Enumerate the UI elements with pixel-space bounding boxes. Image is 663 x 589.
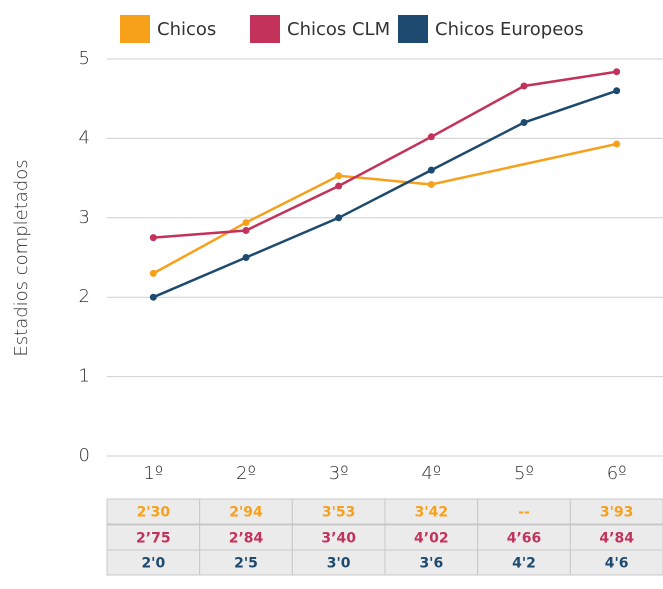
table-value: 2'0 <box>141 556 165 572</box>
table-cell <box>106 524 201 551</box>
legend-swatch <box>250 15 280 43</box>
table-value: 3'6 <box>419 556 443 572</box>
table-value: 3'42 <box>415 505 449 521</box>
table-cell <box>199 549 293 576</box>
table-cell <box>569 498 663 525</box>
table-value: 4’84 <box>599 531 634 547</box>
table-cell <box>106 498 201 525</box>
point <box>242 254 250 261</box>
y-tick-label: 5 <box>79 48 90 69</box>
x-tick-label: 2º <box>236 463 256 484</box>
x-tick-label: 1º <box>143 463 163 484</box>
table-cell <box>569 524 663 551</box>
table-value: -- <box>518 505 530 521</box>
table-value: 4'2 <box>512 556 536 572</box>
legend-swatch <box>398 15 428 43</box>
x-tick-label: 5º <box>514 463 534 484</box>
point <box>427 133 435 141</box>
point <box>149 234 157 242</box>
table-value: 2'5 <box>234 556 258 572</box>
table-cell <box>569 549 663 576</box>
point <box>335 182 343 190</box>
table-value: 4’02 <box>414 531 449 547</box>
table-cell <box>477 549 571 576</box>
series-line <box>153 70 617 239</box>
table-value: 3'93 <box>600 505 634 521</box>
legend-label: Chicos CLM <box>287 19 390 40</box>
table-value: 3'0 <box>327 556 351 572</box>
point <box>427 166 435 174</box>
point <box>613 87 621 95</box>
table-value: 2'30 <box>137 505 171 521</box>
y-axis-label: Estadios completados <box>11 159 32 356</box>
table-cell <box>477 498 571 525</box>
point <box>149 293 157 301</box>
point <box>613 140 621 148</box>
point <box>520 119 528 127</box>
table-value: 2'94 <box>229 505 263 521</box>
table-cell <box>106 549 201 576</box>
legend-swatch <box>120 15 150 43</box>
point <box>242 219 250 227</box>
table-value: 3'53 <box>322 505 356 521</box>
x-tick-label: 3º <box>329 463 349 484</box>
table-cell <box>384 524 479 551</box>
y-tick-label: 2 <box>79 286 90 307</box>
point <box>335 214 343 222</box>
x-tick-label: 6º <box>607 463 627 484</box>
point <box>335 172 343 180</box>
series-line <box>152 142 617 275</box>
y-tick-label: 4 <box>79 127 90 148</box>
series-line <box>152 89 618 299</box>
point <box>242 227 250 235</box>
table-cell <box>199 524 293 551</box>
legend-label: Chicos <box>157 19 216 40</box>
table-cell <box>384 498 479 525</box>
table-value: 4’66 <box>507 531 542 547</box>
point <box>613 68 621 76</box>
y-tick-label: 1 <box>79 366 90 387</box>
y-tick-label: 3 <box>79 207 90 228</box>
point <box>427 180 435 188</box>
point <box>149 269 157 277</box>
legend-label: Chicos Europeos <box>435 19 584 40</box>
x-tick-label: 4º <box>421 463 441 484</box>
table-value: 2’75 <box>136 531 171 547</box>
point <box>520 82 528 90</box>
table-value: 4'6 <box>605 556 629 572</box>
y-tick-label: 0 <box>79 445 90 466</box>
table-value: 2’84 <box>229 531 264 547</box>
table-value: 3’40 <box>321 531 356 547</box>
